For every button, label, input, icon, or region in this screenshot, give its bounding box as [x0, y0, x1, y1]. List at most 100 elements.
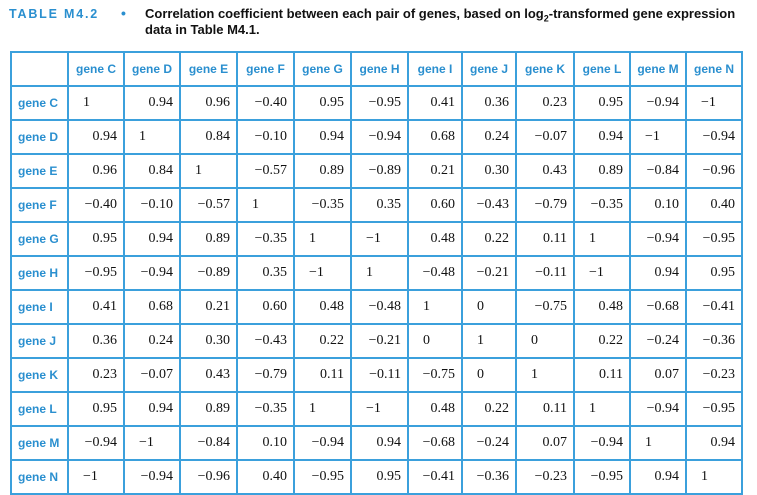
column-header: gene J: [461, 51, 517, 87]
table-cell: −0.23: [515, 459, 575, 495]
table-cell: −1: [629, 119, 687, 155]
table-cell: 0.89: [293, 153, 352, 189]
caption-text-part2: -transformed gene expression data in Tab…: [145, 6, 736, 37]
table-cell: 0.95: [67, 391, 125, 427]
table-cell: −0.94: [573, 425, 631, 461]
row-header: gene N: [10, 459, 69, 495]
table-row: gene I 0.41 0.68 0.21 0.60 0.48 −0.48 1 0 −0.75 0.…: [10, 289, 743, 325]
table-cell: −0.43: [236, 323, 295, 359]
table-cell: −0.68: [629, 289, 687, 325]
table-cell: 0.07: [629, 357, 687, 393]
table-cell: −0.43: [461, 187, 517, 223]
table-cell: 1: [407, 289, 463, 325]
table-cell: 1: [461, 323, 517, 359]
table-cell: −0.41: [407, 459, 463, 495]
column-header: gene H: [350, 51, 409, 87]
table-row: gene G 0.95 0.94 0.89 −0.35 1 −1 0.48 0.22 0.11 1−…: [10, 221, 743, 257]
row-header: gene M: [10, 425, 69, 461]
table-cell: −0.94: [123, 255, 181, 291]
table-row: gene N −1 −0.94 −0.96 0.40 −0.95 0.95 −0.41 −0.3…: [10, 459, 743, 495]
table-cell: 0.60: [236, 289, 295, 325]
table-cell: −0.84: [179, 425, 238, 461]
table-cell: −0.68: [407, 425, 463, 461]
table-cell: 1: [515, 357, 575, 393]
table-cell: −0.35: [293, 187, 352, 223]
table-cell: −0.95: [573, 459, 631, 495]
table-cell: −0.10: [123, 187, 181, 223]
table-cell: −0.24: [629, 323, 687, 359]
table-cell: 0.43: [179, 357, 238, 393]
table-row: gene D 0.94 1 0.84 −0.10 0.94 −0.94 0.68 0.24 −0.…: [10, 119, 743, 155]
row-header: gene C: [10, 85, 69, 121]
table-cell: 1: [236, 187, 295, 223]
table-cell: −1: [685, 85, 743, 121]
table-cell: −1: [123, 425, 181, 461]
table-cell: −0.48: [407, 255, 463, 291]
table-cell: −0.95: [685, 391, 743, 427]
table-cell: 0.89: [179, 221, 238, 257]
table-cell: 0.94: [629, 459, 687, 495]
table-cell: 0.10: [236, 425, 295, 461]
table-cell: −0.57: [236, 153, 295, 189]
table-cell: 0.84: [123, 153, 181, 189]
table-cell: −0.07: [123, 357, 181, 393]
table-cell: −0.79: [236, 357, 295, 393]
table-cell: −0.11: [350, 357, 409, 393]
table-cell: 0.48: [293, 289, 352, 325]
table-cell: −0.11: [515, 255, 575, 291]
table-cell: 0.94: [67, 119, 125, 155]
table-cell: 0.23: [515, 85, 575, 121]
table-cell: −0.84: [629, 153, 687, 189]
table-cell: 0: [407, 323, 463, 359]
table-cell: −0.57: [179, 187, 238, 223]
table-cell: −0.94: [67, 425, 125, 461]
table-cell: 0.40: [685, 187, 743, 223]
row-header: gene H: [10, 255, 69, 291]
table-cell: −0.94: [629, 221, 687, 257]
table-cell: 0.35: [236, 255, 295, 291]
table-cell: 1: [685, 459, 743, 495]
table-cell: 1: [629, 425, 687, 461]
table-cell: 0.21: [407, 153, 463, 189]
table-cell: 0.48: [407, 221, 463, 257]
table-cell: 0.95: [293, 85, 352, 121]
table-cell: 0: [461, 357, 517, 393]
table-cell: 0.94: [123, 391, 181, 427]
table-cell: 0.94: [629, 255, 687, 291]
table-cell: −0.21: [350, 323, 409, 359]
table-cell: 0.48: [407, 391, 463, 427]
column-header: gene D: [123, 51, 181, 87]
table-cell: 0.07: [515, 425, 575, 461]
table-cell: −0.36: [685, 323, 743, 359]
table-cell: −0.94: [123, 459, 181, 495]
table-row: gene E 0.96 0.84 1 −0.57 0.89 −0.89 0.21 0.30 0.4…: [10, 153, 743, 189]
table-cell: −0.96: [685, 153, 743, 189]
table-cell: 1: [573, 221, 631, 257]
table-cell: 0.11: [293, 357, 352, 393]
table-cell: −0.35: [236, 391, 295, 427]
table-cell: 0.94: [123, 85, 181, 121]
table-cell: 0.94: [123, 221, 181, 257]
table-cell: 0.41: [407, 85, 463, 121]
table-row: gene J 0.36 0.24 0.30 −0.43 0.22 −0.21 0 1 0 0.22−…: [10, 323, 743, 359]
table-cell: −0.36: [461, 459, 517, 495]
table-row: gene K 0.23 −0.07 0.43 −0.79 0.11 −0.11 −0.75 0 1…: [10, 357, 743, 393]
table-cell: −1: [67, 459, 125, 495]
caption-subscript: 2: [543, 13, 549, 24]
table-cell: 0.96: [67, 153, 125, 189]
table-cell: −0.35: [236, 221, 295, 257]
table-cell: 1: [67, 85, 125, 121]
table-cell: 0.95: [350, 459, 409, 495]
table-cell: −0.94: [685, 119, 743, 155]
table-cell: −0.95: [350, 85, 409, 121]
table-cell: 0.95: [67, 221, 125, 257]
table-cell: 0.48: [573, 289, 631, 325]
table-cell: −0.95: [685, 221, 743, 257]
table-cell: 0.40: [236, 459, 295, 495]
table-cell: 0.35: [350, 187, 409, 223]
table-cell: 0.22: [293, 323, 352, 359]
table-cell: 0.41: [67, 289, 125, 325]
table-cell: 0.22: [573, 323, 631, 359]
column-header: gene L: [573, 51, 631, 87]
